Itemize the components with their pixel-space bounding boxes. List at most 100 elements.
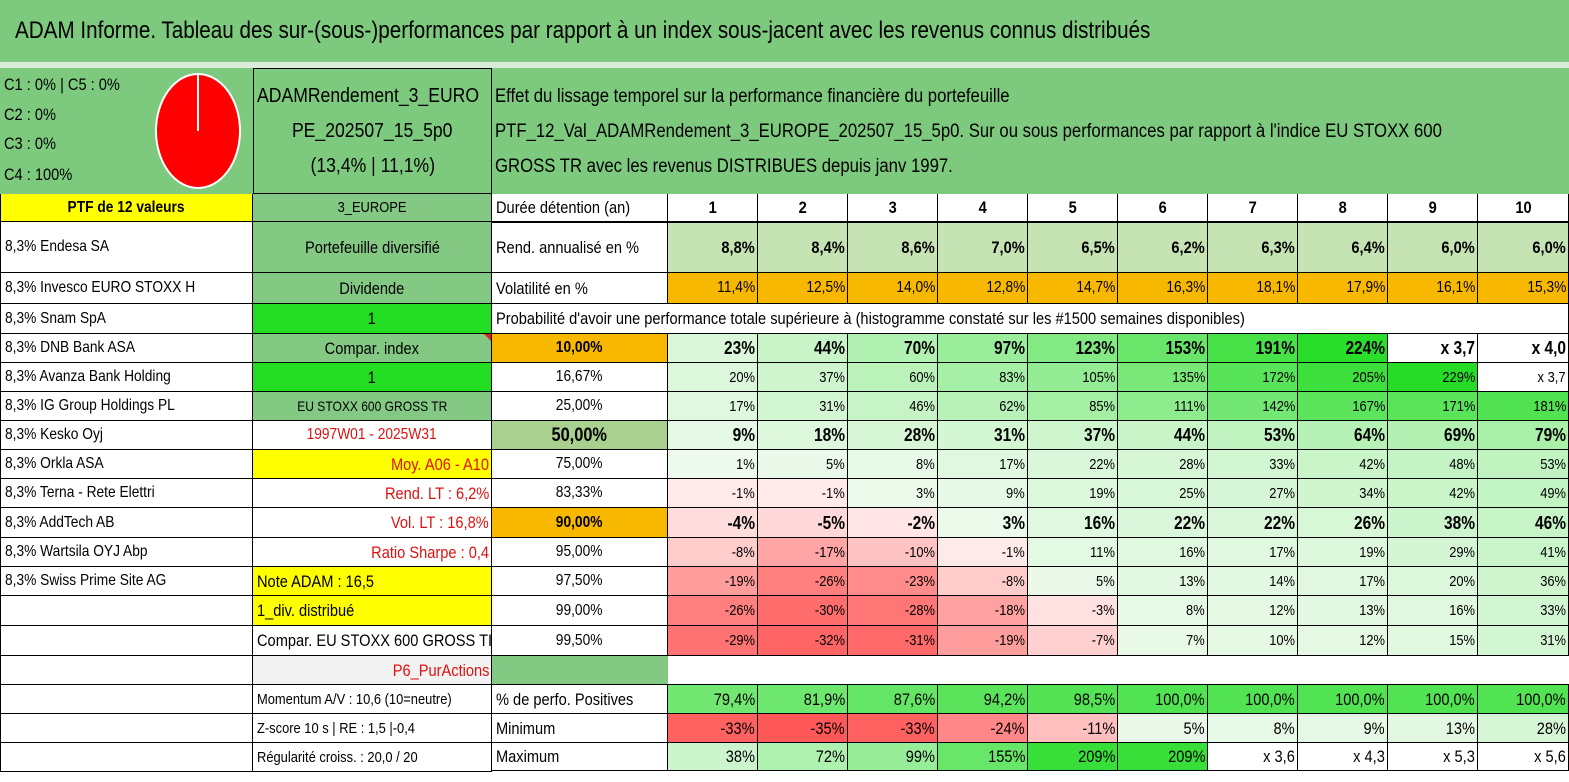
allocation-line-2: C2 : 0% bbox=[4, 105, 57, 124]
prob-value: 16% bbox=[1388, 595, 1478, 625]
pos-value: 100,0% bbox=[1208, 684, 1298, 713]
prob-threshold: 83,33% bbox=[492, 478, 668, 507]
prob-value: 41% bbox=[1478, 537, 1569, 566]
rend-label: Rend. annualisé en % bbox=[492, 222, 668, 272]
prob-value: 17% bbox=[1208, 537, 1298, 566]
allocation-line-3: C3 : 0% bbox=[4, 134, 57, 153]
report-title-bar: ADAM Informe. Tableau des sur-(sous-)per… bbox=[0, 0, 1569, 62]
prob-value: 20% bbox=[668, 362, 758, 391]
prob-value: 3% bbox=[848, 478, 938, 507]
p6-green-cell bbox=[492, 655, 668, 684]
prob-threshold: 75,00% bbox=[492, 449, 668, 478]
min-value: 8% bbox=[1208, 713, 1298, 742]
prob-value: 97% bbox=[938, 333, 1028, 362]
allocation-summary: C1 : 0% | C5 : 0% C2 : 0% C3 : 0% C4 : 1… bbox=[0, 68, 253, 194]
pos-value: 98,5% bbox=[1028, 684, 1118, 713]
vol-value: 16,1% bbox=[1388, 272, 1478, 303]
prob-value: 16% bbox=[1118, 537, 1208, 566]
allocation-line-4: C4 : 100% bbox=[4, 165, 73, 184]
div-distrib: 1_div. distribué bbox=[253, 595, 492, 625]
year-header: 1 bbox=[668, 194, 758, 222]
min-value: 9% bbox=[1298, 713, 1388, 742]
year-header: 6 bbox=[1118, 194, 1208, 222]
prob-value: 70% bbox=[848, 333, 938, 362]
regularite: Régularité croiss. : 20,0 / 20 bbox=[253, 742, 492, 771]
vol-value: 12,5% bbox=[758, 272, 848, 303]
pos-value: 100,0% bbox=[1298, 684, 1388, 713]
prob-value: -4% bbox=[668, 507, 758, 537]
holding-item: 8,3% Orkla ASA bbox=[0, 449, 253, 478]
prob-value: 10% bbox=[1208, 625, 1298, 655]
prob-value: 62% bbox=[938, 391, 1028, 420]
max-value: 38% bbox=[668, 742, 758, 771]
prob-value: 79% bbox=[1478, 420, 1569, 449]
prob-value: 53% bbox=[1478, 449, 1569, 478]
min-value: -24% bbox=[938, 713, 1028, 742]
description-line-3: GROSS TR avec les revenus DISTRIBUES dep… bbox=[495, 156, 953, 177]
prob-value: 11% bbox=[1028, 537, 1118, 566]
portefeuille-label: Portefeuille diversifié bbox=[253, 222, 492, 272]
momentum: Momentum A/V : 10,6 (10=neutre) bbox=[253, 684, 492, 713]
max-label: Maximum bbox=[492, 742, 668, 771]
prob-value: -19% bbox=[668, 566, 758, 595]
prob-value: 33% bbox=[1478, 595, 1569, 625]
prob-value: 19% bbox=[1298, 537, 1388, 566]
region-header: 3_EUROPE bbox=[253, 194, 492, 222]
min-value: -33% bbox=[668, 713, 758, 742]
vol-value: 18,1% bbox=[1208, 272, 1298, 303]
prob-value: 3% bbox=[938, 507, 1028, 537]
prob-value: 17% bbox=[1298, 566, 1388, 595]
prob-value: 33% bbox=[1208, 449, 1298, 478]
prob-value: 53% bbox=[1208, 420, 1298, 449]
rend-value: 8,6% bbox=[848, 222, 938, 272]
empty-left-cell bbox=[0, 742, 253, 771]
prob-value: 224% bbox=[1298, 333, 1388, 362]
pos-value: 87,6% bbox=[848, 684, 938, 713]
prob-value: -8% bbox=[938, 566, 1028, 595]
pos-value: 81,9% bbox=[758, 684, 848, 713]
prob-value: 36% bbox=[1478, 566, 1569, 595]
portfolio-box: ADAMRendement_3_EURO PE_202507_15_5p0 (1… bbox=[253, 68, 492, 194]
moy-label: Moy. A06 - A10 bbox=[253, 449, 492, 478]
prob-value: 29% bbox=[1388, 537, 1478, 566]
pos-value: 100,0% bbox=[1118, 684, 1208, 713]
prob-value: 25% bbox=[1118, 478, 1208, 507]
ptf-header: PTF de 12 valeurs bbox=[0, 194, 253, 222]
prob-value: 172% bbox=[1208, 362, 1298, 391]
prob-value: 60% bbox=[848, 362, 938, 391]
empty-left-cell bbox=[0, 771, 253, 772]
prob-value: 8% bbox=[848, 449, 938, 478]
rend-value: 6,0% bbox=[1478, 222, 1569, 272]
max-value: 99% bbox=[848, 742, 938, 771]
min-value: 28% bbox=[1478, 713, 1569, 742]
prob-threshold: 97,50% bbox=[492, 566, 668, 595]
year-header: 5 bbox=[1028, 194, 1118, 222]
description-line-2: PTF_12_Val_ADAMRendement_3_EUROPE_202507… bbox=[495, 121, 1442, 142]
prob-value: 69% bbox=[1388, 420, 1478, 449]
vol-label: Volatilité en % bbox=[492, 272, 668, 303]
prob-value: x 3,7 bbox=[1388, 333, 1478, 362]
prob-value: -3% bbox=[1028, 595, 1118, 625]
prob-value: 46% bbox=[848, 391, 938, 420]
holding-item: 8,3% DNB Bank ASA bbox=[0, 333, 253, 362]
dividende-value: 1 bbox=[253, 303, 492, 333]
min-label: Minimum bbox=[492, 713, 668, 742]
empty-prob-cell bbox=[1478, 303, 1569, 333]
prob-threshold: 10,00% bbox=[492, 333, 668, 362]
prob-value: 26% bbox=[1298, 507, 1388, 537]
rend-value: 6,0% bbox=[1388, 222, 1478, 272]
portfolio-line-3: (13,4% | 11,1%) bbox=[310, 155, 435, 177]
prob-value: 37% bbox=[758, 362, 848, 391]
prob-value: -17% bbox=[758, 537, 848, 566]
prob-value: -32% bbox=[758, 625, 848, 655]
vol-value: 15,3% bbox=[1478, 272, 1569, 303]
prob-threshold: 90,00% bbox=[492, 507, 668, 537]
prob-value: 42% bbox=[1388, 478, 1478, 507]
prob-value: 22% bbox=[1118, 507, 1208, 537]
prob-value: -23% bbox=[848, 566, 938, 595]
prob-value: 31% bbox=[1478, 625, 1569, 655]
prob-value: 14% bbox=[1208, 566, 1298, 595]
prob-value: 167% bbox=[1298, 391, 1388, 420]
prob-value: x 3,7 bbox=[1478, 362, 1569, 391]
min-value: 13% bbox=[1388, 713, 1478, 742]
